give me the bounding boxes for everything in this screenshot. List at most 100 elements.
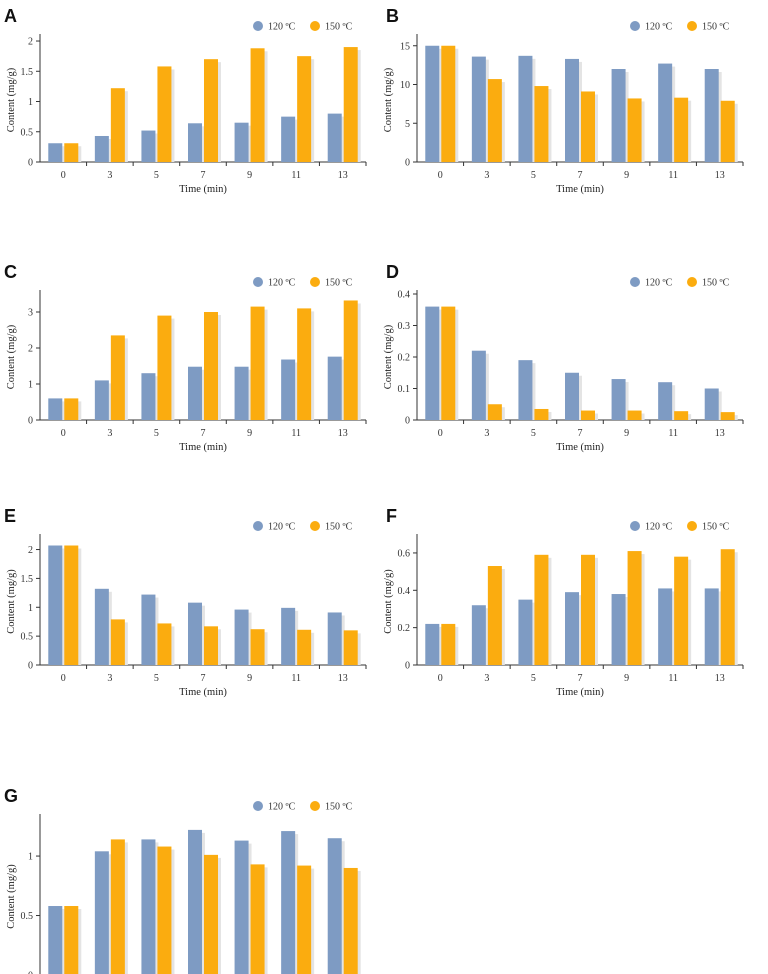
- legend-swatch-120: [630, 521, 640, 531]
- legend-swatch-150: [310, 277, 320, 287]
- bar-150-t13: [720, 100, 735, 162]
- bar-120-t7: [188, 366, 202, 420]
- bar-150-t13: [343, 300, 358, 420]
- bar-120-t3: [471, 350, 486, 420]
- x-tick-label: 5: [531, 673, 536, 684]
- legend-label-120: 120 ºC: [645, 22, 673, 33]
- bar-150-t13: [343, 630, 358, 665]
- panel-letter: E: [4, 506, 16, 526]
- bar-150-t9: [627, 551, 642, 665]
- bar-150-t7: [581, 554, 595, 665]
- bar-150-t7: [204, 854, 218, 974]
- y-tick-label: 0.5: [21, 632, 34, 643]
- bar-120-t13: [327, 612, 342, 665]
- x-tick-label: 11: [291, 673, 301, 684]
- y-tick-label: 1: [28, 97, 33, 108]
- legend-swatch-120: [630, 21, 640, 31]
- panel-letter: G: [4, 786, 18, 806]
- bar-150-t7: [204, 312, 218, 420]
- bar-150-t3: [110, 88, 125, 162]
- y-tick-label: 0.5: [21, 127, 34, 138]
- x-axis-label: Time (min): [179, 442, 227, 453]
- bar-120-t13: [704, 588, 719, 665]
- legend-swatch-120: [253, 521, 263, 531]
- bar-120-t9: [234, 609, 249, 665]
- panel-letter: A: [4, 6, 17, 26]
- bar-150-t5: [157, 66, 172, 162]
- x-tick-label: 13: [715, 428, 725, 439]
- x-tick-label: 7: [578, 673, 583, 684]
- bar-150-t11: [674, 411, 689, 420]
- x-tick-label: 0: [61, 673, 66, 684]
- bar-120-t0: [48, 545, 63, 665]
- y-tick-label: 0: [405, 661, 410, 672]
- y-tick-label: 10: [400, 80, 410, 91]
- legend-swatch-150: [687, 521, 697, 531]
- y-tick-label: 0: [405, 158, 410, 169]
- y-tick-label: 0: [28, 971, 33, 974]
- y-axis-label: Content (mg/g): [383, 324, 394, 389]
- bar-120-t5: [141, 839, 156, 974]
- bar-150-t13: [343, 867, 358, 974]
- bar-120-t9: [234, 122, 249, 162]
- legend-swatch-150: [310, 801, 320, 811]
- bar-120-t5: [141, 130, 156, 162]
- bar-150-t5: [157, 846, 172, 974]
- y-tick-label: 0: [28, 158, 33, 169]
- x-tick-label: 3: [484, 428, 489, 439]
- bar-150-t0: [64, 143, 79, 162]
- bar-120-t5: [518, 55, 533, 163]
- y-tick-label: 0.1: [398, 384, 411, 395]
- bar-120-t11: [658, 588, 673, 665]
- bar-120-t0: [425, 623, 440, 665]
- x-axis-label: Time (min): [556, 442, 604, 453]
- x-tick-label: 11: [291, 170, 301, 181]
- y-tick-label: 3: [28, 308, 33, 319]
- y-tick-label: 5: [405, 119, 410, 130]
- y-axis-label: Content (mg/g): [6, 569, 17, 634]
- bar-120-t11: [281, 607, 296, 665]
- bar-120-t9: [611, 69, 626, 162]
- bar-120-t9: [611, 379, 626, 420]
- bar-120-t3: [94, 588, 109, 665]
- bar-150-t5: [534, 408, 549, 420]
- y-tick-label: 0.2: [398, 623, 411, 634]
- legend-swatch-150: [687, 21, 697, 31]
- x-tick-label: 9: [247, 673, 252, 684]
- bar-120-t9: [234, 840, 249, 974]
- y-tick-label: 0.4: [398, 290, 411, 301]
- legend-label-150: 150 ºC: [702, 22, 730, 33]
- bar-120-t3: [94, 851, 109, 974]
- x-tick-label: 3: [484, 170, 489, 181]
- x-tick-label: 7: [201, 673, 206, 684]
- bar-150-t9: [250, 864, 265, 974]
- bar-120-t7: [188, 602, 202, 665]
- bar-120-t11: [658, 382, 673, 420]
- legend-label-120: 120 ºC: [268, 22, 296, 33]
- bar-150-t13: [343, 47, 358, 163]
- chart-panel-C: C 120 ºC 150 ºC 0 1 2 3 0 3 5 7 9 11 13 Time (min) Cont…: [4, 262, 367, 453]
- bar-150-t11: [297, 308, 312, 420]
- legend-swatch-120: [253, 277, 263, 287]
- bar-150-t0: [441, 623, 456, 665]
- legend-swatch-120: [253, 21, 263, 31]
- bar-150-t11: [674, 97, 689, 162]
- x-tick-label: 9: [624, 673, 629, 684]
- y-tick-label: 0: [405, 416, 410, 427]
- x-tick-label: 0: [438, 170, 443, 181]
- x-tick-label: 13: [338, 428, 348, 439]
- bar-120-t7: [565, 58, 579, 162]
- bar-150-t13: [720, 412, 735, 420]
- bar-120-t13: [327, 356, 342, 420]
- y-axis-label: Content (mg/g): [6, 67, 17, 132]
- bar-150-t0: [64, 545, 79, 665]
- x-tick-label: 13: [715, 170, 725, 181]
- x-tick-label: 11: [668, 170, 678, 181]
- bar-150-t13: [720, 549, 735, 665]
- y-tick-label: 1: [28, 852, 33, 863]
- legend-label-120: 120 ºC: [268, 522, 296, 533]
- x-tick-label: 9: [624, 170, 629, 181]
- bar-150-t5: [157, 315, 172, 420]
